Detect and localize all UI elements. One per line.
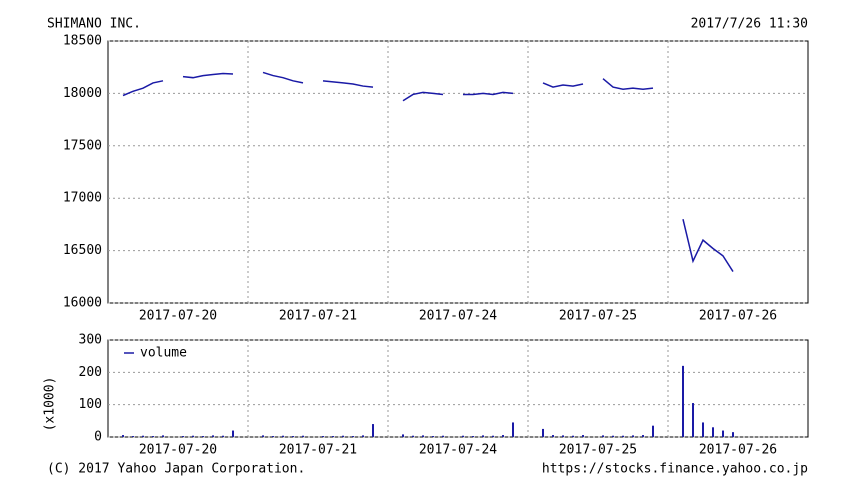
volume-bar	[152, 436, 154, 437]
y-tick-label: 17000	[63, 191, 102, 206]
volume-bar	[702, 422, 704, 437]
volume-bar	[512, 422, 514, 437]
y-axis-label: (x1000)	[43, 377, 58, 432]
volume-bar	[622, 435, 624, 437]
x-tick-label: 2017-07-21	[279, 309, 357, 324]
y-tick-label: 100	[79, 397, 102, 412]
volume-bar	[122, 435, 124, 437]
volume-bar	[562, 435, 564, 437]
x-tick-label: 2017-07-20	[139, 443, 217, 458]
volume-bar	[132, 436, 134, 437]
copyright: (C) 2017 Yahoo Japan Corporation.	[47, 462, 305, 477]
y-tick-label: 16500	[63, 243, 102, 258]
volume-bar	[472, 436, 474, 437]
volume-bar	[432, 436, 434, 437]
volume-bar	[692, 403, 694, 437]
volume-bar	[462, 435, 464, 437]
volume-bar	[282, 435, 284, 437]
plot-frame	[107, 40, 809, 304]
y-tick-label: 17500	[63, 138, 102, 153]
x-tick-label: 2017-07-24	[419, 443, 497, 458]
volume-bar	[192, 435, 194, 437]
volume-bar	[262, 435, 264, 437]
volume-bar	[342, 435, 344, 437]
volume-bar	[292, 436, 294, 437]
volume-bar	[552, 435, 554, 437]
volume-bar	[632, 435, 634, 437]
volume-bar	[272, 436, 274, 437]
volume-bar	[222, 435, 224, 437]
x-tick-label: 2017-07-21	[279, 443, 357, 458]
y-tick-label: 200	[79, 365, 102, 380]
y-tick-label: 0	[94, 430, 102, 445]
volume-bar	[722, 430, 724, 437]
volume-bar	[642, 435, 644, 437]
volume-bar	[332, 436, 334, 437]
volume-bar	[422, 435, 424, 437]
volume-bar	[362, 435, 364, 437]
y-tick-label: 300	[79, 333, 102, 348]
source-url: https://stocks.finance.yahoo.co.jp	[542, 462, 808, 477]
x-tick-label: 2017-07-20	[139, 309, 217, 324]
y-tick-label: 18000	[63, 86, 102, 101]
volume-bar	[712, 427, 714, 437]
volume-bar	[572, 435, 574, 437]
volume-bar	[482, 435, 484, 437]
x-tick-label: 2017-07-25	[559, 443, 637, 458]
volume-bar	[412, 435, 414, 437]
volume-bar	[502, 435, 504, 437]
volume-bar	[732, 432, 734, 437]
volume-bar	[612, 435, 614, 437]
volume-bar	[602, 435, 604, 437]
volume-bar	[142, 435, 144, 437]
volume-bar	[302, 435, 304, 437]
y-tick-label: 16000	[63, 296, 102, 311]
legend-label: volume	[140, 346, 187, 361]
volume-bar	[442, 435, 444, 437]
volume-bar	[212, 435, 214, 437]
volume-bar	[652, 425, 654, 437]
volume-bar	[232, 430, 234, 437]
x-tick-label: 2017-07-25	[559, 309, 637, 324]
x-tick-label: 2017-07-26	[699, 309, 777, 324]
volume-bar	[162, 435, 164, 437]
volume-bar	[352, 436, 354, 437]
volume-bar	[202, 436, 204, 437]
volume-bar	[322, 436, 324, 437]
volume-bar	[402, 434, 404, 437]
x-tick-label: 2017-07-26	[699, 443, 777, 458]
y-tick-label: 18500	[63, 34, 102, 49]
volume-bar	[182, 436, 184, 437]
volume-bar	[542, 428, 544, 437]
volume-bar	[682, 365, 684, 437]
volume-bar	[492, 435, 494, 437]
timestamp: 2017/7/26 11:30	[691, 17, 808, 32]
price-line	[122, 71, 734, 272]
volume-bar	[582, 435, 584, 437]
volume-bar	[372, 424, 374, 437]
chart-title: SHIMANO INC.	[47, 17, 141, 32]
x-tick-label: 2017-07-24	[419, 309, 497, 324]
